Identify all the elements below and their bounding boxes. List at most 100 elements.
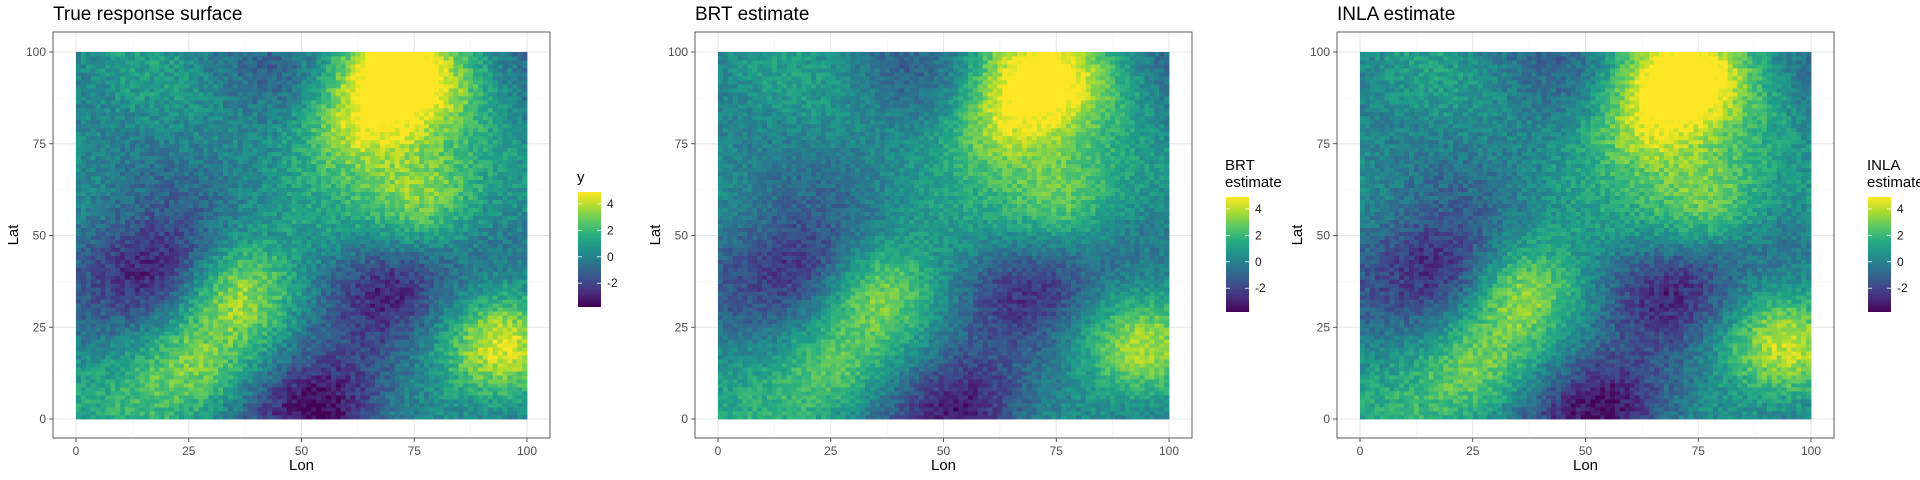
heatmap-cell [438,259,445,264]
heatmap-cell [227,271,234,276]
heatmap-cell [76,371,82,376]
heatmap-cell [468,307,474,312]
heatmap-cell [247,287,253,292]
heatmap-cell [95,375,101,380]
heatmap-cell [213,311,219,316]
heatmap-cell [473,395,479,400]
heatmap-cell [389,359,396,364]
heatmap-cell [414,395,420,400]
heatmap-cell [76,343,82,348]
heatmap-cell [129,211,136,216]
heatmap-cell [95,347,101,352]
heatmap-cell [139,295,146,300]
heatmap-cell [316,291,322,296]
heatmap-cell [267,239,273,244]
heatmap-cell [389,243,396,248]
heatmap-cell [95,299,101,304]
heatmap-cell [414,275,420,280]
heatmap-cell [242,271,248,276]
heatmap-cell [379,375,386,380]
heatmap-cell [208,339,214,344]
heatmap-cell [125,239,131,244]
heatmap-cell [144,315,150,320]
heatmap-cell [316,231,322,236]
heatmap-cell [512,375,518,380]
heatmap-cell [90,235,97,240]
heatmap-cell [424,299,430,304]
heatmap-cell [134,235,141,240]
heatmap-cell [149,371,155,376]
heatmap-cells [76,52,528,420]
heatmap-cell [522,275,528,280]
heatmap-cell [517,395,523,400]
heatmap-cell [281,335,288,340]
heatmap-cell [85,243,92,248]
heatmap-cell [463,211,469,216]
heatmap-cell [85,311,92,316]
heatmap-cell [237,391,244,396]
heatmap-cell [379,319,386,324]
heatmap-cell [507,367,513,372]
heatmap-cell [247,387,253,392]
heatmap-cell [242,411,248,416]
heatmap-cell [340,383,347,388]
heatmap-cell [350,303,356,308]
heatmap-cell [473,343,479,348]
heatmap-cell [311,307,317,312]
heatmap-cell [90,339,97,344]
heatmap-cell [433,323,440,328]
heatmap-cell [198,335,204,340]
heatmap-cell [497,287,503,292]
heatmap-cell [428,271,435,276]
heatmap-cell [375,275,381,280]
heatmap-cell [394,323,400,328]
heatmap-cell [110,391,116,396]
heatmap-cell [125,363,131,368]
heatmap-cell [296,323,302,328]
heatmap-cell [497,339,503,344]
heatmap-cell [468,311,474,316]
heatmap-cell [291,395,297,400]
heatmap-cell [473,407,479,412]
heatmap-cell [424,323,430,328]
heatmap-cell [188,303,195,308]
heatmap-cell [443,227,449,232]
heatmap-cell [311,391,317,396]
heatmap-cell [125,215,131,220]
heatmap-cell [379,283,386,288]
heatmap-cell [242,339,248,344]
heatmap-cell [267,371,273,376]
heatmap-cell [134,367,141,372]
heatmap-cell [468,387,474,392]
heatmap-cell [463,407,469,412]
heatmap-cell [409,303,415,308]
heatmap-cell [507,379,513,384]
heatmap-cell [409,367,415,372]
heatmap-cell [433,383,440,388]
heatmap-cell [414,215,420,220]
heatmap-cell [203,335,209,340]
heatmap-cell [213,227,219,232]
heatmap-cell [507,371,513,376]
heatmap-cell [286,239,293,244]
heatmap-cell [487,407,494,412]
heatmap-cell [188,415,195,420]
heatmap-cell [242,375,248,380]
heatmap-cell [389,331,396,336]
heatmap-cell [311,255,317,260]
heatmap-cell [326,363,332,368]
heatmap-cell [76,375,82,380]
heatmap-cell [326,351,332,356]
heatmap-cell [473,299,479,304]
heatmap-cell [144,271,150,276]
heatmap-cell [213,267,219,272]
heatmap-cell [110,323,116,328]
heatmap-cell [409,267,415,272]
heatmap-cell [227,375,234,380]
heatmap-cell [345,239,351,244]
heatmap-cell [507,243,513,248]
heatmap-cell [164,363,170,368]
heatmap-cell [370,331,376,336]
heatmap-cell [438,223,445,228]
heatmap-cell [95,315,101,320]
